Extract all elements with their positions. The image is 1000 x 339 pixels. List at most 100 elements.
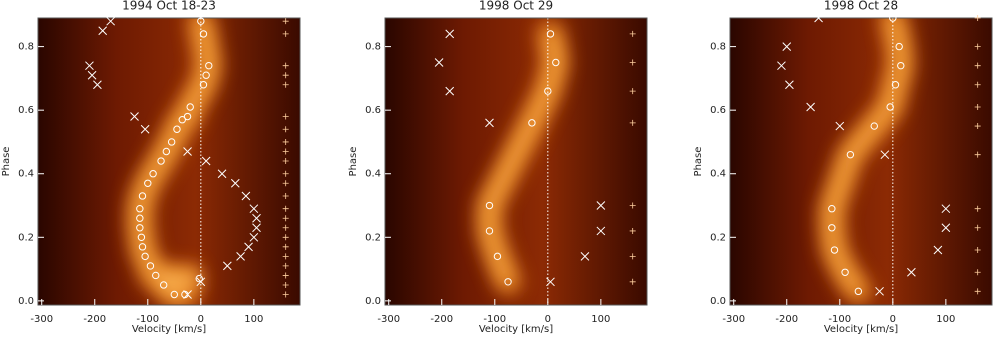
circle-marker [159,281,168,289]
y-tick-label: 0.6 [365,105,381,116]
circle-marker [173,125,181,133]
plus-marker [282,138,289,145]
cross-marker [434,58,444,67]
circle-marker [178,116,186,124]
y-tick-label: 0.6 [710,105,726,116]
cross-marker [445,29,455,39]
circle-marker [828,204,836,213]
plus-marker [629,227,636,234]
y-tick-label: 0.0 [18,296,34,307]
x-tick-label: -300 [30,314,53,325]
cross-marker [835,121,845,131]
cross-marker [244,242,253,252]
cross-marker [806,102,815,112]
y-tick-label: 0.8 [18,42,34,53]
y-tick-label: 0.6 [18,105,34,116]
cross-marker [249,232,259,242]
y-tick-label: 0.2 [365,232,381,243]
plus-marker [282,180,289,187]
y-tick-label: 0.4 [18,169,34,180]
circle-marker [205,61,213,70]
cross-marker [217,169,227,179]
y-tick-label: 0.4 [365,169,381,180]
x-tick-label: 100 [244,314,263,325]
circle-marker [846,150,855,159]
x-tick-label: 0 [545,314,551,325]
cross-marker [580,252,590,261]
circle-marker [138,243,147,251]
plus-marker [629,88,636,95]
plus-marker [974,151,981,158]
plus-marker [282,18,289,25]
plus-marker [974,288,981,295]
plus-marker [974,224,981,231]
circle-marker [146,262,155,270]
circle-marker [544,87,552,95]
circle-marker [141,252,149,261]
circle-marker [886,103,894,111]
y-tick-label: 0.2 [710,232,726,243]
y-tick-label: 0.0 [365,296,381,307]
circle-marker [870,122,878,130]
y-tick-label: 0.0 [710,296,726,307]
y-tick-label: 0.8 [365,42,381,53]
plus-marker [282,253,289,260]
x-tick-label: -200 [775,314,798,325]
circle-marker [162,147,171,156]
cross-marker [252,223,261,233]
circle-marker [889,14,897,22]
x-tick-label: -200 [430,314,453,325]
plot-frame [37,17,301,306]
circle-marker [895,42,903,51]
panel: -300 -200 -100 0 100 0.0 0.2 0.4 0.6 0.8 1994 Oct … [1,0,301,335]
cross-marker [880,150,890,160]
chart-title: 1994 Oct 18-23 [122,0,216,13]
cross-marker [183,147,192,156]
circle-marker [170,290,179,299]
plus-marker [282,291,289,298]
plus-marker [629,253,636,260]
plus-marker [629,202,636,209]
x-tick-label: -300 [722,314,745,325]
plot-frame [729,17,993,306]
cross-marker [93,80,102,90]
x-tick-label: 100 [936,314,955,325]
circle-marker [199,81,208,89]
cross-marker [485,118,494,128]
circle-marker [493,252,502,261]
plus-marker [282,192,289,199]
circle-marker [485,201,494,210]
plus-marker [629,119,636,126]
circle-marker [841,268,849,276]
cross-marker [785,80,794,90]
cross-marker [596,226,606,236]
cross-marker [941,223,951,233]
cross-marker [782,42,792,51]
plus-marker [282,234,289,241]
x-axis-label: Velocity [km/s] [824,324,898,335]
plus-marker [629,30,636,37]
circle-marker [504,278,512,286]
circle-marker [152,271,160,280]
plus-marker [974,15,981,21]
chart-title: 1998 Oct 28 [824,0,898,13]
y-axis-label: Phase [693,147,704,177]
emission-core [485,33,560,284]
plus-marker [282,281,289,288]
circle-marker [144,179,152,187]
plus-marker [282,272,289,279]
plus-marker [629,59,636,66]
plus-marker [974,123,981,130]
x-tick-label: 100 [591,314,610,325]
plus-marker [974,43,981,50]
cross-marker [183,290,192,299]
cross-marker [814,13,823,23]
plot-frame [384,17,648,306]
cross-marker [236,252,245,261]
plus-marker [282,243,289,250]
cross-marker [222,261,232,271]
cross-marker [130,112,139,121]
circle-marker [828,224,836,232]
x-axis-label: Velocity [km/s] [479,324,553,335]
